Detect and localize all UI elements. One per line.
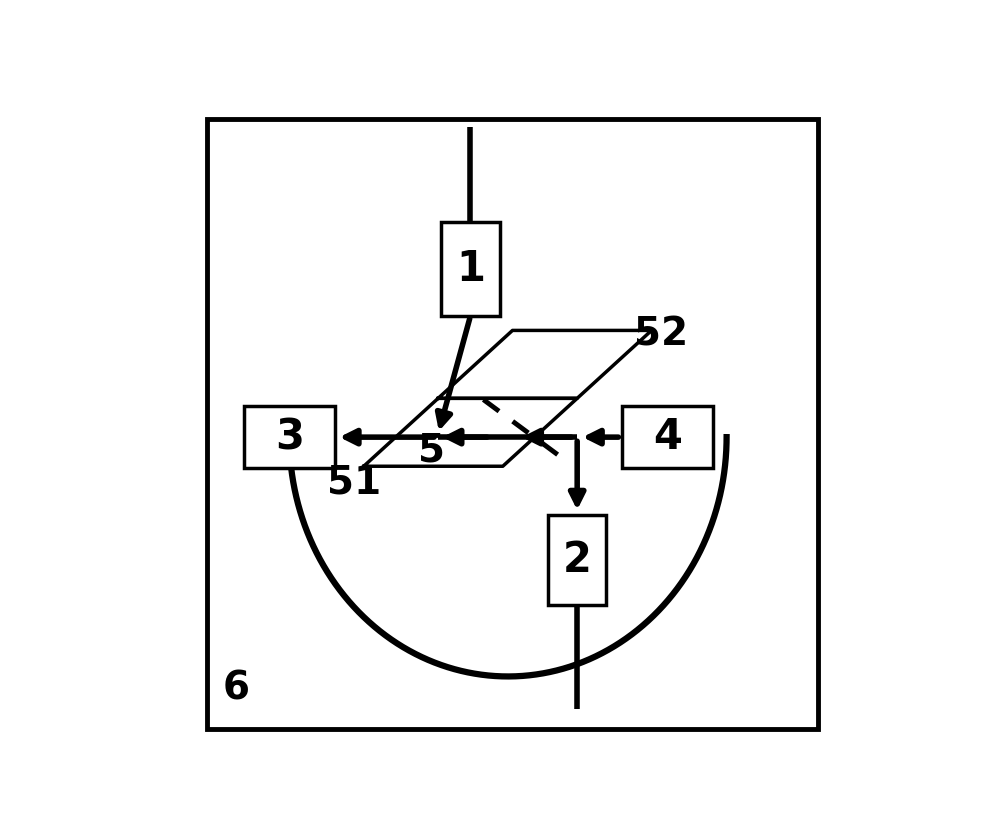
FancyBboxPatch shape [622,407,713,468]
FancyBboxPatch shape [548,515,606,606]
Text: 3: 3 [275,416,304,458]
Text: 51: 51 [327,464,381,501]
Text: 1: 1 [456,248,485,290]
Text: 4: 4 [653,416,682,458]
Text: 5: 5 [418,431,445,469]
FancyBboxPatch shape [441,222,500,316]
Text: 6: 6 [222,669,249,707]
FancyBboxPatch shape [244,407,335,468]
Text: 52: 52 [634,316,688,354]
Text: 2: 2 [563,539,592,581]
